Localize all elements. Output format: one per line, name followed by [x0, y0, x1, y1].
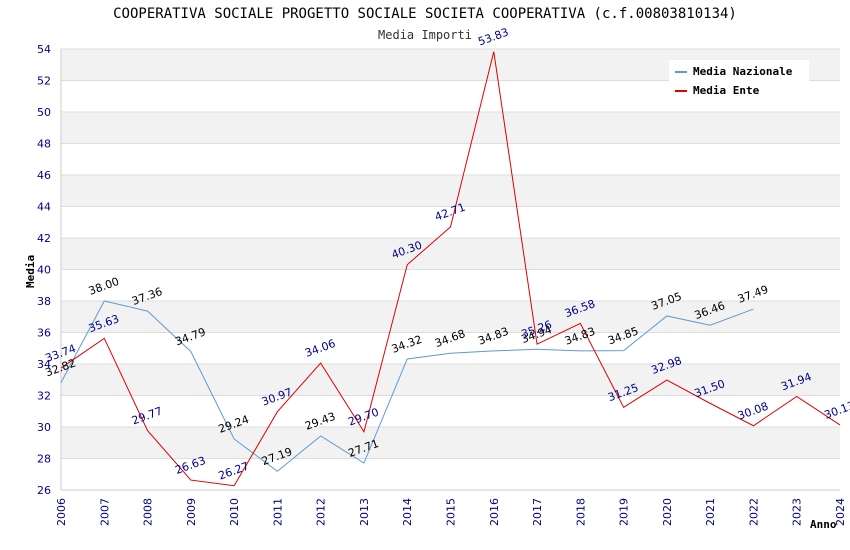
- grid-band: [61, 175, 840, 207]
- x-tick-label: 2016: [488, 498, 501, 526]
- x-tick-label: 2015: [445, 498, 458, 526]
- y-tick-label: 50: [37, 106, 51, 119]
- x-tick-label: 2018: [574, 498, 587, 526]
- grid-band: [61, 427, 840, 459]
- y-tick-label: 42: [37, 232, 51, 245]
- chart-subtitle: Media Importi: [378, 28, 472, 42]
- grid-band: [61, 395, 840, 427]
- grid-band: [61, 206, 840, 238]
- x-tick-label: 2017: [531, 498, 544, 526]
- grid-band: [61, 458, 840, 490]
- x-tick-label: 2007: [98, 498, 111, 526]
- data-label: 53.83: [476, 26, 510, 49]
- x-tick-label: 2013: [358, 498, 371, 526]
- x-tick-label: 2014: [401, 498, 414, 526]
- y-tick-label: 54: [37, 43, 51, 56]
- grid-band: [61, 238, 840, 270]
- y-tick-label: 28: [37, 453, 51, 466]
- y-tick-label: 34: [37, 358, 51, 371]
- x-tick-label: 2008: [142, 498, 155, 526]
- x-tick-label: 2019: [618, 498, 631, 526]
- x-tick-label: 2012: [315, 498, 328, 526]
- x-tick-label: 2024: [834, 498, 847, 526]
- x-tick-label: 2023: [791, 498, 804, 526]
- legend: Media Nazionale Media Ente: [669, 60, 809, 102]
- legend-label-ente: Media Ente: [693, 84, 760, 97]
- x-tick-label: 2022: [747, 498, 760, 526]
- y-axis-label: Media: [24, 255, 37, 288]
- y-tick-label: 32: [37, 390, 51, 403]
- chart-title: COOPERATIVA SOCIALE PROGETTO SOCIALE SOC…: [113, 6, 737, 22]
- x-axis-label: Anno: [810, 518, 837, 531]
- y-tick-label: 48: [37, 138, 51, 151]
- series-line-media-ente: [60, 51, 841, 487]
- grid-band: [61, 364, 840, 396]
- y-tick-label: 26: [37, 484, 51, 497]
- series-line-media-nazionale: [60, 300, 754, 472]
- y-tick-label: 40: [37, 264, 51, 277]
- y-tick-label: 52: [37, 75, 51, 88]
- x-tick-label: 2011: [271, 498, 284, 526]
- x-tick-label: 2010: [228, 498, 241, 526]
- grid-band: [61, 269, 840, 301]
- y-tick-label: 30: [37, 421, 51, 434]
- grid-band: [61, 112, 840, 144]
- y-tick-label: 46: [37, 169, 51, 182]
- grid-band: [61, 332, 840, 364]
- y-tick-label: 44: [37, 201, 51, 214]
- x-tick-label: 2021: [704, 498, 717, 526]
- x-tick-label: 2009: [185, 498, 198, 526]
- x-tick-label: 2006: [55, 498, 68, 526]
- x-tick-label: 2020: [661, 498, 674, 526]
- legend-label-nazionale: Media Nazionale: [693, 65, 793, 78]
- y-tick-label: 36: [37, 327, 51, 340]
- y-tick-label: 38: [37, 295, 51, 308]
- grid-band: [61, 301, 840, 333]
- grid-band: [61, 143, 840, 175]
